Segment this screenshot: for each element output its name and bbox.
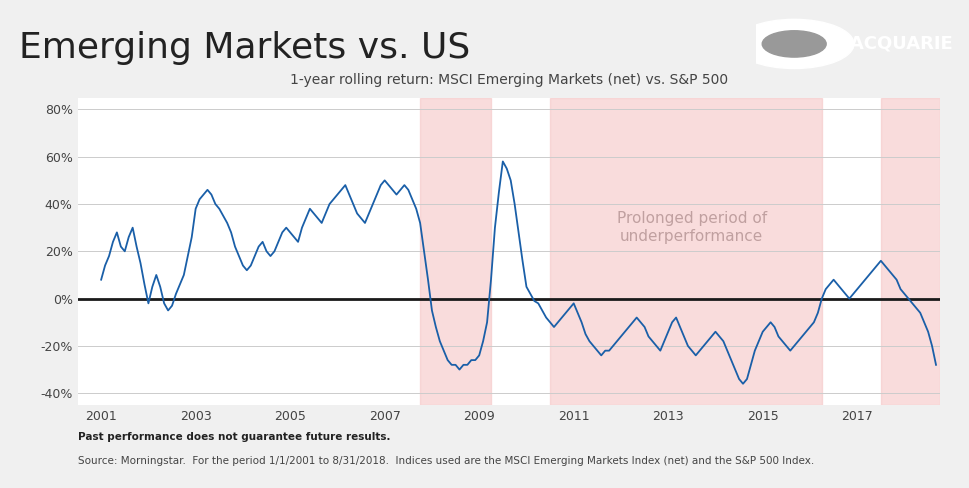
Text: Past performance does not guarantee future results.: Past performance does not guarantee futu… (78, 432, 390, 442)
Bar (550, 98, 822, 405)
Circle shape (763, 31, 827, 57)
Bar (421, 98, 491, 405)
Text: Prolonged period of
underperformance: Prolonged period of underperformance (617, 211, 766, 244)
Bar (881, 98, 940, 405)
Text: MACQUARIE: MACQUARIE (832, 35, 953, 53)
Text: Source: Morningstar.  For the period 1/1/2001 to 8/31/2018.  Indices used are th: Source: Morningstar. For the period 1/1/… (78, 456, 814, 466)
Text: Emerging Markets vs. US: Emerging Markets vs. US (19, 31, 471, 65)
Circle shape (735, 20, 854, 68)
Title: 1-year rolling return: MSCI Emerging Markets (net) vs. S&P 500: 1-year rolling return: MSCI Emerging Mar… (290, 73, 728, 87)
